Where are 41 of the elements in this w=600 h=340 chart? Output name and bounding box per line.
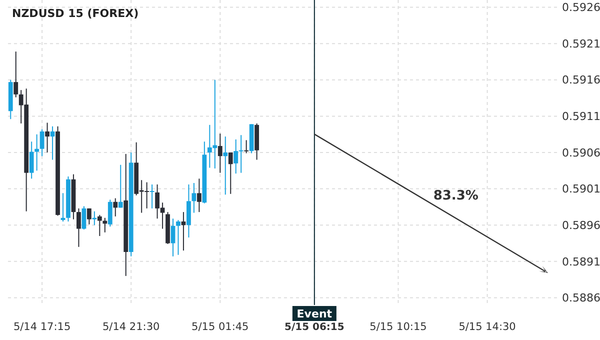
candlestick bbox=[176, 220, 180, 256]
x-tick-label: 5/15 10:15 bbox=[370, 321, 427, 333]
y-tick-label: 0.5926 bbox=[562, 1, 600, 14]
y-tick-label: 0.5896 bbox=[562, 218, 600, 232]
candlestick bbox=[40, 128, 44, 157]
ref-line-label: Event bbox=[296, 308, 332, 320]
candlestick bbox=[108, 199, 112, 228]
x-tick-label: 5/14 17:15 bbox=[13, 321, 71, 333]
candlestick bbox=[82, 206, 86, 230]
x-tick-label: 5/15 14:30 bbox=[458, 321, 516, 333]
y-tick-label: 0.5886 bbox=[562, 292, 600, 305]
candlestick bbox=[186, 184, 191, 238]
y-tick-label: 0.5891 bbox=[562, 255, 600, 268]
candlestick bbox=[14, 51, 18, 98]
candlestick bbox=[92, 210, 97, 226]
candlestick bbox=[76, 208, 81, 248]
candlestick bbox=[170, 218, 176, 257]
x-tick-label: 5/15 01:45 bbox=[192, 321, 249, 333]
candlestick bbox=[118, 164, 123, 208]
candlestick bbox=[29, 141, 34, 180]
candlestick bbox=[244, 140, 249, 154]
y-tick-label: 0.5901 bbox=[562, 182, 600, 196]
text: NZDUSD 15 (FOREX) bbox=[12, 7, 139, 20]
annotation: 83.3% bbox=[433, 188, 478, 204]
candlestick bbox=[223, 136, 228, 196]
x-tick-label: 5/15 06:15 bbox=[284, 322, 344, 333]
candlestick bbox=[50, 126, 55, 160]
y-tick-label: 0.5916 bbox=[562, 74, 600, 87]
x-tick-label: 5/14 21:30 bbox=[102, 321, 160, 333]
candlestick bbox=[34, 134, 40, 172]
candlestick bbox=[196, 178, 202, 213]
candlestick bbox=[113, 198, 118, 217]
candlestick bbox=[86, 208, 92, 225]
y-tick-label: 0.5911 bbox=[562, 110, 600, 124]
candlestick bbox=[45, 122, 50, 153]
y-tick-label: 0.5906 bbox=[562, 146, 600, 160]
candlestick bbox=[218, 133, 222, 174]
candlestick bbox=[192, 182, 196, 214]
candlestick bbox=[228, 152, 233, 194]
y-tick-label: 0.5921 bbox=[562, 37, 600, 50]
candlestick bbox=[97, 214, 102, 237]
